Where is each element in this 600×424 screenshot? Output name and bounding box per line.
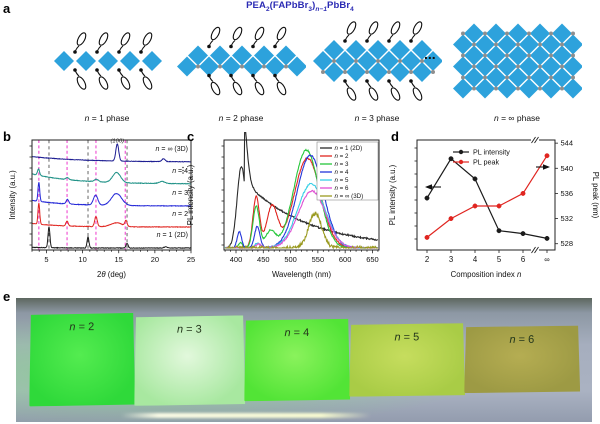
svg-text:400: 400 <box>230 255 243 264</box>
panel-letter-b: b <box>3 129 11 144</box>
phase-label: n = 3 phase <box>354 113 400 123</box>
svg-text:n = 5: n = 5 <box>335 177 350 184</box>
svg-text:3: 3 <box>449 255 453 264</box>
svg-text:2θ (deg): 2θ (deg) <box>97 270 126 279</box>
svg-text:n = 2: n = 2 <box>335 153 350 160</box>
xrd-chart: n = 1 (2D) n = 2 n = 3 n = 4 n = ∞ (3D) ⋮ (100… <box>8 139 195 280</box>
phase-label: n = ∞ phase <box>493 113 541 123</box>
svg-text:5: 5 <box>44 255 48 264</box>
panel-letter-e: e <box>3 289 11 304</box>
formula-title: PEA2(FAPbBr3)n−1PbBr4 <box>246 0 354 13</box>
sample-label: n = 3 <box>176 323 202 336</box>
svg-text:600: 600 <box>339 255 352 264</box>
svg-text:n = 3: n = 3 <box>335 161 350 168</box>
panel-letter-d: d <box>391 129 399 144</box>
phase-lattice-drawing <box>313 21 443 101</box>
svg-text:10: 10 <box>78 255 86 264</box>
phase-lattice-drawing <box>177 26 307 96</box>
svg-text:25: 25 <box>187 255 195 264</box>
svg-text:536: 536 <box>561 189 574 198</box>
svg-text:Wavelength (nm): Wavelength (nm) <box>272 270 331 279</box>
panel-letter-c: c <box>187 129 195 144</box>
phase-label: n = 1 phase <box>84 113 130 123</box>
svg-text:Composition index n: Composition index n <box>451 270 522 279</box>
reflection-glow <box>121 413 371 418</box>
svg-text:550: 550 <box>312 255 325 264</box>
svg-text:Intensity (a.u.): Intensity (a.u.) <box>8 170 17 220</box>
sample-tile-3: n = 3 <box>134 315 245 406</box>
svg-text:n = 1 (2D): n = 1 (2D) <box>335 145 363 152</box>
svg-text:PL peak: PL peak <box>473 158 500 167</box>
svg-text:6: 6 <box>521 255 525 264</box>
svg-text:n = 1 (2D): n = 1 (2D) <box>157 232 188 239</box>
svg-text:n = ∞ (3D): n = ∞ (3D) <box>335 193 364 200</box>
sample-label: n = 6 <box>509 333 535 346</box>
phase-label: n = 2 phase <box>218 113 264 123</box>
phase-lattice-drawing <box>453 23 583 99</box>
svg-text:n = 6: n = 6 <box>335 185 350 192</box>
svg-text:PL peak (nm): PL peak (nm) <box>591 172 600 219</box>
photo-panel: n = 2 n = 3 n = 4 n = 5 n = 6 <box>16 298 592 422</box>
svg-text:15: 15 <box>115 255 123 264</box>
sample-tile-5: n = 5 <box>349 323 465 397</box>
svg-text:5: 5 <box>497 255 502 264</box>
phase-schematic-3: n = 3 phase <box>312 15 443 123</box>
sample-tile-6: n = 6 <box>464 326 580 394</box>
sample-tile-4: n = 4 <box>244 319 350 402</box>
svg-text:500: 500 <box>284 255 297 264</box>
sample-label: n = 2 <box>69 321 95 334</box>
svg-text:n = 3: n = 3 <box>172 190 188 197</box>
svg-text:2: 2 <box>425 255 429 264</box>
phase-lattice-drawing <box>54 32 162 90</box>
phase-row: n = 1 phase n = 2 phase n = 3 phase n = ∞ p… <box>0 13 600 128</box>
phase-ellipsis: ... <box>424 46 436 62</box>
svg-text:PL intensity (a.u.): PL intensity (a.u.) <box>186 164 195 225</box>
svg-text:n = 4: n = 4 <box>335 169 350 176</box>
pl-spectra-chart: n = 1 (2D)n = 2n = 3n = 4n = 5n = 6n = ∞… <box>186 132 380 279</box>
svg-text:4: 4 <box>473 255 478 264</box>
svg-text:540: 540 <box>561 164 574 173</box>
svg-text:⋮: ⋮ <box>179 166 187 175</box>
svg-text:544: 544 <box>561 139 574 148</box>
svg-text:532: 532 <box>561 214 574 223</box>
phase-schematic-2: n = 2 phase <box>176 15 307 123</box>
svg-text:528: 528 <box>561 239 574 248</box>
svg-text:∞: ∞ <box>544 255 550 264</box>
panel-letter-a: a <box>3 1 11 16</box>
svg-text:n = 2: n = 2 <box>172 211 188 218</box>
sample-strip: n = 2 n = 3 n = 4 n = 5 n = 6 <box>29 311 582 414</box>
sample-tile-2: n = 2 <box>29 313 135 407</box>
svg-text:650: 650 <box>366 255 379 264</box>
svg-text:n = 4: n = 4 <box>172 168 188 175</box>
svg-text:20: 20 <box>151 255 159 264</box>
svg-text:n = ∞ (3D): n = ∞ (3D) <box>156 146 188 153</box>
svg-text:(100): (100) <box>111 139 125 145</box>
svg-text:450: 450 <box>257 255 270 264</box>
svg-text:PL intensity (a.u.): PL intensity (a.u.) <box>388 164 397 225</box>
phase-schematic-1: n = 1 phase <box>42 15 172 123</box>
svg-text:PL intensity: PL intensity <box>473 148 510 157</box>
sample-label: n = 5 <box>394 331 420 344</box>
phase-schematic-4: n = ∞ phase <box>452 15 583 123</box>
sample-label: n = 4 <box>284 326 310 340</box>
